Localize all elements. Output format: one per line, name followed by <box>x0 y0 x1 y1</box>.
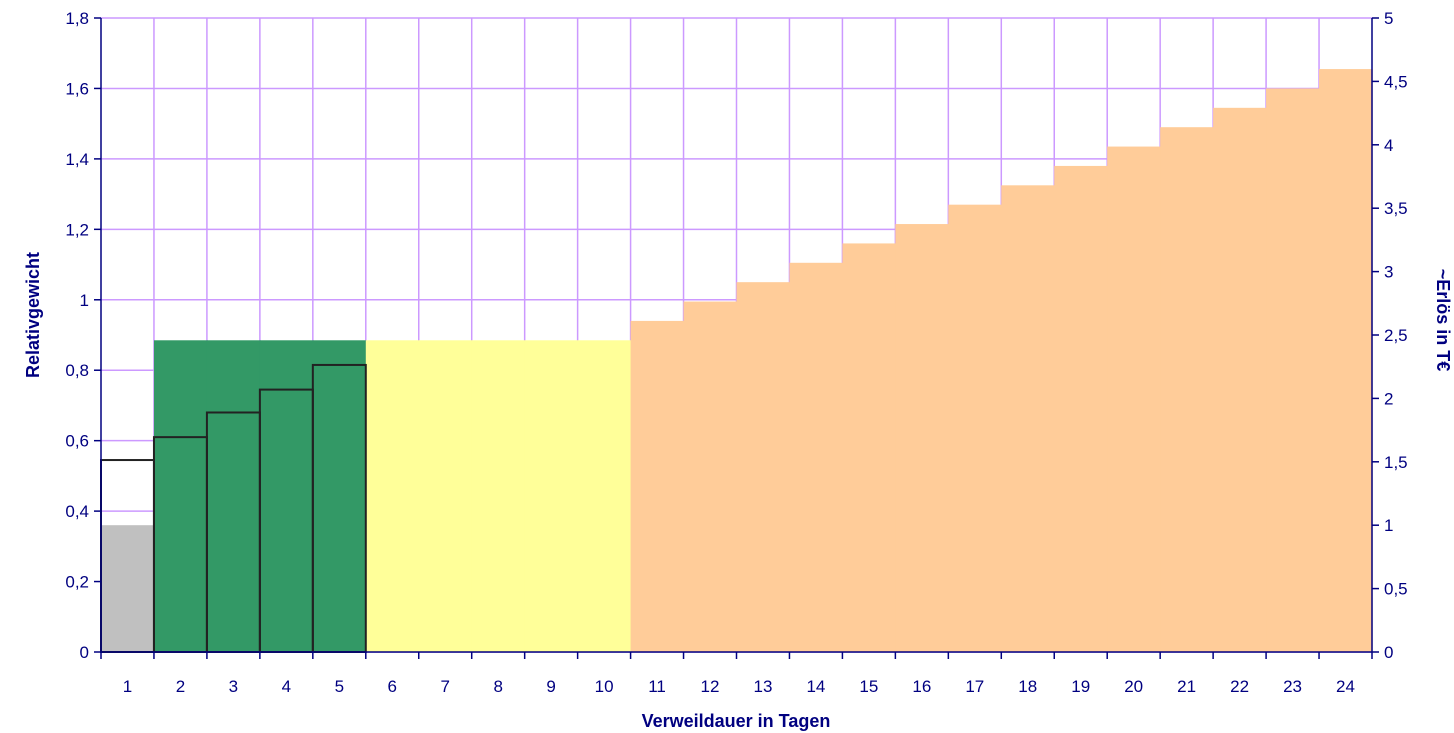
y-tick-label: 0 <box>80 643 89 662</box>
x-tick-label: 6 <box>388 677 397 696</box>
x-tick-label: 16 <box>912 677 931 696</box>
y-tick-label: 1,8 <box>65 9 89 28</box>
x-tick-label: 8 <box>493 677 502 696</box>
bar <box>471 340 526 652</box>
y-axis-title: Relativgewicht <box>23 252 43 378</box>
bar <box>895 224 949 653</box>
x-tick-label: 5 <box>335 677 344 696</box>
y2-tick-label: 4 <box>1384 136 1393 155</box>
bar <box>153 340 208 652</box>
bar <box>1054 165 1108 652</box>
bar <box>1213 107 1267 653</box>
y2-tick-label: 3,5 <box>1384 199 1408 218</box>
x-tick-label: 24 <box>1336 677 1355 696</box>
y2-tick-label: 4,5 <box>1384 72 1408 91</box>
x-tick-label: 7 <box>440 677 449 696</box>
x-tick-label: 20 <box>1124 677 1143 696</box>
x-tick-label: 21 <box>1177 677 1196 696</box>
x-tick-label: 22 <box>1230 677 1249 696</box>
bar <box>1266 88 1320 652</box>
y2-tick-label: 2 <box>1384 389 1393 408</box>
y2-tick-label: 2,5 <box>1384 326 1408 345</box>
bars <box>101 69 1373 653</box>
y2-tick-label: 0,5 <box>1384 580 1408 599</box>
x-tick-label: 19 <box>1071 677 1090 696</box>
y2-axis-title: ~Erlös in T€ <box>1433 269 1453 372</box>
tick-labels: 0 0,2 0,4 0,6 0,8 1 1,2 1,4 1,6 1,8 0 0,5 1 1,5 2 2,5 3 3… <box>65 9 1407 696</box>
y2-tick-label: 0 <box>1384 643 1393 662</box>
bar <box>842 243 896 652</box>
bar <box>1319 69 1373 653</box>
bar <box>365 340 420 652</box>
bar <box>1107 146 1161 653</box>
bar <box>1160 127 1214 652</box>
x-tick-label: 10 <box>595 677 614 696</box>
x-tick-label: 9 <box>546 677 555 696</box>
bar <box>948 204 1002 652</box>
y-tick-label: 1 <box>80 291 89 310</box>
x-tick-label: 13 <box>754 677 773 696</box>
y-tick-label: 0,4 <box>65 502 89 521</box>
bar <box>1001 185 1055 653</box>
x-tick-label: 14 <box>806 677 825 696</box>
x-tick-label: 12 <box>701 677 720 696</box>
bar <box>630 320 685 652</box>
bar <box>418 340 473 652</box>
bar <box>736 282 791 652</box>
y2-tick-label: 3 <box>1384 263 1393 282</box>
x-tick-label: 23 <box>1283 677 1302 696</box>
x-tick-label: 3 <box>229 677 238 696</box>
x-tick-label: 18 <box>1018 677 1037 696</box>
x-tick-label: 4 <box>282 677 291 696</box>
y-tick-label: 1,4 <box>65 150 89 169</box>
bar <box>259 340 314 652</box>
x-tick-label: 11 <box>648 677 666 696</box>
x-tick-label: 15 <box>859 677 878 696</box>
y-tick-label: 0,2 <box>65 573 89 592</box>
y-tick-label: 1,6 <box>65 79 89 98</box>
x-axis-title: Verweildauer in Tagen <box>642 711 831 731</box>
bar <box>577 340 632 652</box>
bar <box>206 340 261 652</box>
y2-tick-label: 1,5 <box>1384 453 1408 472</box>
bar <box>683 301 738 652</box>
y-tick-label: 0,6 <box>65 432 89 451</box>
x-tick-label: 1 <box>123 677 132 696</box>
y-tick-label: 0,8 <box>65 361 89 380</box>
bar <box>312 340 367 652</box>
axes <box>94 17 1379 659</box>
bar <box>789 262 844 652</box>
y-tick-label: 1,2 <box>65 220 89 239</box>
x-tick-label: 2 <box>176 677 185 696</box>
x-tick-label: 17 <box>965 677 984 696</box>
y2-tick-label: 5 <box>1384 9 1393 28</box>
bar <box>524 340 579 652</box>
bar <box>101 525 155 652</box>
y2-tick-label: 1 <box>1384 516 1393 535</box>
